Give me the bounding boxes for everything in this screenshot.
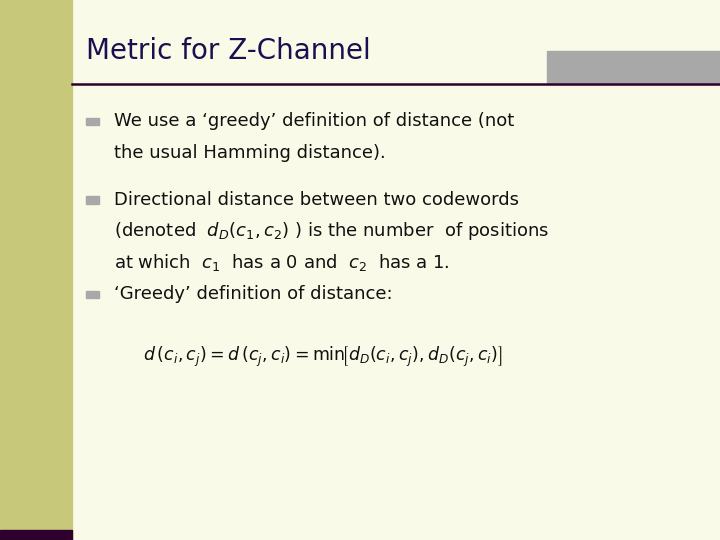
Text: ‘Greedy’ definition of distance:: ‘Greedy’ definition of distance: bbox=[114, 285, 392, 303]
Text: at which  $c_1$  has a 0 and  $c_2$  has a 1.: at which $c_1$ has a 0 and $c_2$ has a 1… bbox=[114, 252, 449, 273]
Text: (denoted  $d_D(c_1,c_2)$ ) is the number  of positions: (denoted $d_D(c_1,c_2)$ ) is the number … bbox=[114, 220, 549, 242]
Bar bbox=[547, 51, 720, 84]
Text: $d\,(c_i,c_j)=d\,(c_j,c_i)=\min\!\left[d_D(c_i,c_j),d_D(c_j,c_i)\right]$: $d\,(c_i,c_j)=d\,(c_j,c_i)=\min\!\left[d… bbox=[143, 344, 503, 369]
Bar bbox=[86, 291, 99, 298]
Bar bbox=[86, 118, 99, 125]
Text: Metric for Z-Channel: Metric for Z-Channel bbox=[86, 37, 371, 65]
Bar bbox=[0, 530, 72, 540]
Text: the usual Hamming distance).: the usual Hamming distance). bbox=[114, 144, 385, 162]
Text: Directional distance between two codewords: Directional distance between two codewor… bbox=[114, 191, 518, 209]
Bar bbox=[0, 0, 72, 540]
Text: We use a ‘greedy’ definition of distance (not: We use a ‘greedy’ definition of distance… bbox=[114, 112, 514, 131]
Bar bbox=[86, 196, 99, 204]
